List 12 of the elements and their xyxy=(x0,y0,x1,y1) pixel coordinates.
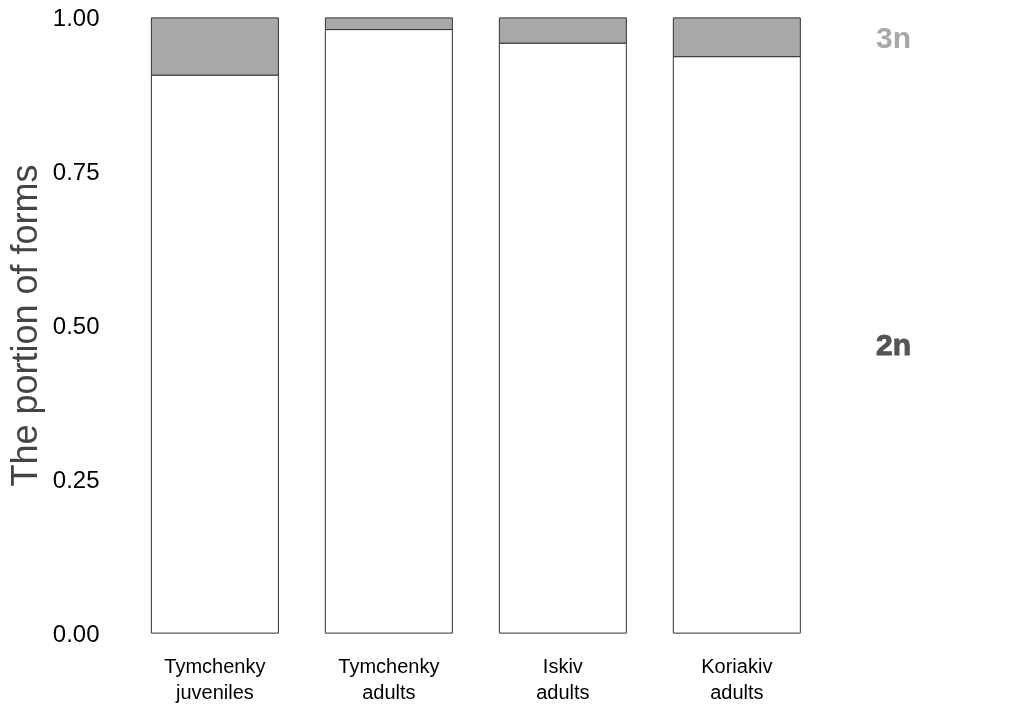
y-tick-label: 0.25 xyxy=(52,465,100,493)
y-tick-label: 0.00 xyxy=(52,619,100,647)
text: 2n xyxy=(876,328,912,362)
y-tick-label: 0.75 xyxy=(52,158,100,186)
x-tick-label: Tymchenky juveniles xyxy=(164,654,266,703)
text: 3n xyxy=(876,20,912,54)
y-axis-title: The portion of forms xyxy=(3,164,45,487)
y-tick-label: 0.50 xyxy=(52,312,100,339)
x-tick-label: Tymchenky adults xyxy=(338,654,440,703)
x-tick-label: Iskiv adults xyxy=(536,654,590,703)
x-tick-label: Koriakiv adults xyxy=(701,654,773,703)
y-tick-label: 1.00 xyxy=(52,4,100,32)
